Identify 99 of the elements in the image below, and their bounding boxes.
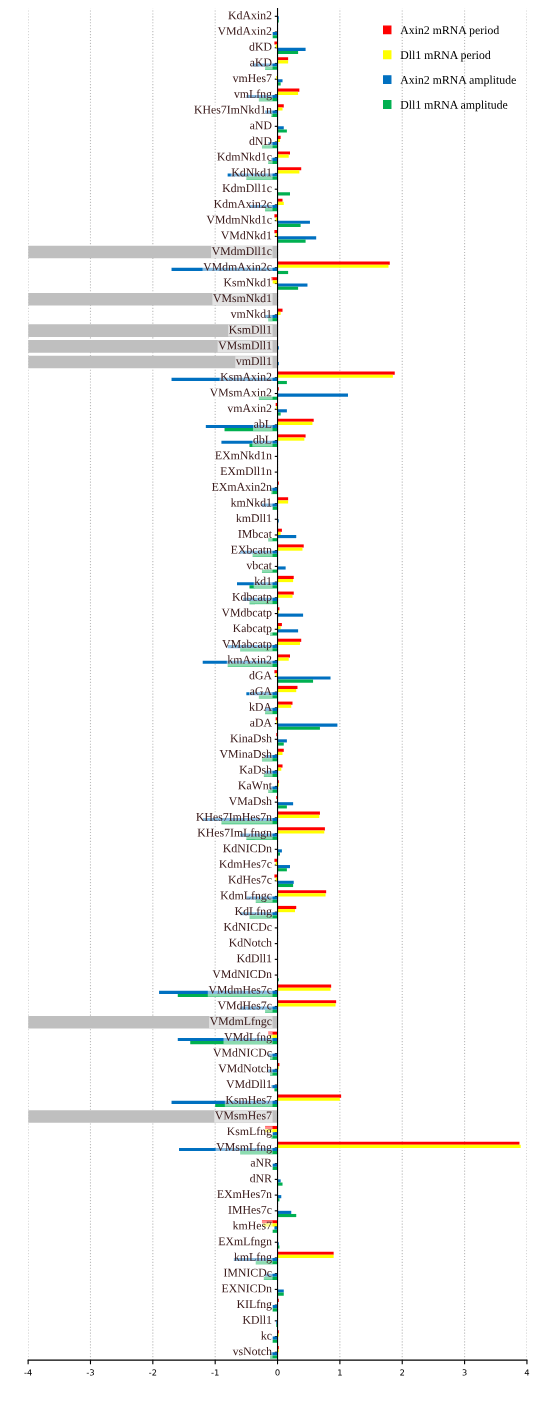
y-tick-label: dGA [249,671,272,680]
y-tick-label: IMbcat [238,529,272,538]
y-tick-label: kmAxin2 [227,655,272,664]
y-tick-label: kd1 [254,576,272,586]
y-tick-label: KHes7ImHes7n [196,812,272,821]
y-tick-label: KaWnt [238,781,272,790]
y-tick-label: KsmAxin2 [220,372,272,381]
y-tick-label: VMdNotch [218,1064,272,1073]
y-tick-label: kmDll1 [236,513,272,523]
y-tick-label: KsmDll1 [229,325,272,334]
y-tick-label: aNR [250,1158,272,1167]
x-tick-label: 4 [524,1369,530,1376]
y-tick-label: kmNkd1 [230,498,272,507]
y-tick-label: dbL [253,435,272,444]
x-tick-label: 1 [338,1369,342,1376]
y-tick-label: KaDsh [239,765,272,774]
y-tick-label: KdmLfngc [220,891,272,902]
y-tick-label: vmDll1 [235,356,272,366]
y-tick-label: VMsmNkd1 [213,293,272,303]
x-tick-label: 2 [400,1369,405,1376]
legend-label: Axin2 mRNA period [400,25,500,37]
x-tick-label: 0 [275,1369,280,1376]
y-tick-label: VMdDll1 [226,1079,272,1089]
y-tick-label: kmHes7 [232,1221,272,1230]
y-tick-label: VMabcatp [222,639,272,651]
x-tick-label: -2 [149,1369,157,1376]
y-tick-label: VMdmNkd1c [206,215,272,224]
y-tick-label: KsmNkd1 [223,278,272,287]
y-tick-label: aGA [250,687,272,696]
y-tick-label: KdAxin2 [228,10,272,20]
y-tick-label: IMHes7c [228,1205,272,1214]
y-tick-label: dKD [249,42,272,51]
y-tick-label: KdNotch [229,938,272,947]
y-tick-label: VMsmDll1 [218,341,272,350]
y-tick-label: VMdmHes7c [208,985,272,994]
y-tick-label: kc [261,1331,272,1340]
y-tick-label: VMdAxin2 [217,26,272,36]
y-tick-label: VMsmAxin2 [209,388,272,397]
y-tick-label: EXbcatn [231,545,272,554]
legend-label: Dll1 mRNA amplitude [400,100,508,112]
y-tick-label: vsNotch [232,1346,272,1356]
y-tick-label: KdDll1 [236,953,272,963]
y-tick-label: KHes7ImLfngn [197,828,272,840]
y-tick-label: VMdmDll1c [211,246,272,256]
y-tick-label: EXmAxin2n [211,482,272,491]
x-tick-label: -3 [86,1369,94,1376]
y-tick-label: KdmHes7c [219,859,272,868]
y-tick-label: vbcat [246,561,272,570]
y-tick-label: EXmHes7n [217,1190,272,1199]
y-tick-label: KdmAxin2c [213,199,272,208]
y-tick-label: KdmDll1c [222,183,272,193]
legend-label: Dll1 mRNA period [400,50,491,62]
y-tick-label: KdmNkd1c [217,152,272,161]
y-tick-label: vmHes7 [232,74,272,83]
y-tick-label: KdHes7c [228,875,272,884]
y-tick-label: VMdLfng [224,1032,272,1044]
y-tick-label: VMdNICDn [212,969,272,979]
y-tick-label: EXNICDn [221,1284,272,1293]
y-tick-label: VMdmLfngc [209,1016,272,1028]
y-tick-label: vmLfng [233,89,272,101]
y-tick-label: KDll1 [242,1315,272,1324]
y-tick-label: EXmNkd1n [215,451,272,460]
y-tick-label: KinaDsh [230,733,272,743]
y-tick-label: IMNICDc [223,1268,272,1277]
x-tick-label: 3 [462,1369,467,1376]
y-tick-label: KdLfng [234,906,272,918]
y-tick-label: KsmLfng [227,1126,272,1138]
y-tick-label: Kabcatp [232,623,272,635]
y-tick-label: VMsmLfng [216,1142,272,1154]
y-tick-label: EXmDll1n [220,466,272,475]
y-tick-label: KdNkd1 [231,168,272,177]
y-tick-label: KHes7ImNkd1n [194,105,272,114]
y-tick-label: VMinaDsh [219,749,272,759]
y-tick-label: VMsmHes7 [215,1111,272,1120]
y-tick-label: aND [250,121,272,130]
y-tick-label: EXmLfngn [218,1236,272,1248]
x-tick-label: -1 [211,1369,219,1376]
y-tick-label: KdNICDn [223,843,272,853]
y-tick-label: VMaDsh [228,796,272,806]
y-tick-label: KILfng [236,1299,272,1311]
y-tick-label: VMdNkd1 [220,230,272,240]
y-tick-label: aDA [250,718,272,727]
y-tick-label: dNR [250,1174,272,1183]
y-tick-label: VMdmAxin2c [203,262,272,271]
y-tick-label: abL [254,419,272,428]
y-tick-label: VMdHes7c [217,1001,272,1010]
y-tick-label: aKD [250,58,272,67]
y-tick-label: vmAxin2 [227,404,272,413]
x-tick-label: -4 [24,1369,32,1376]
y-tick-label: dND [249,136,272,145]
y-tick-label: kDA [249,702,272,711]
y-tick-label: vmNkd1 [230,309,272,318]
y-tick-label: VMdbcatp [221,608,272,619]
y-tick-label: kmLfng [234,1252,272,1264]
y-tick-label: VMdNICDc [213,1048,272,1057]
y-tick-label: Kdbcatp [232,592,272,604]
legend-label: Axin2 mRNA amplitude [400,75,516,87]
y-tick-label: KsmHes7 [225,1095,272,1104]
y-tick-label: KdNICDc [223,922,272,931]
